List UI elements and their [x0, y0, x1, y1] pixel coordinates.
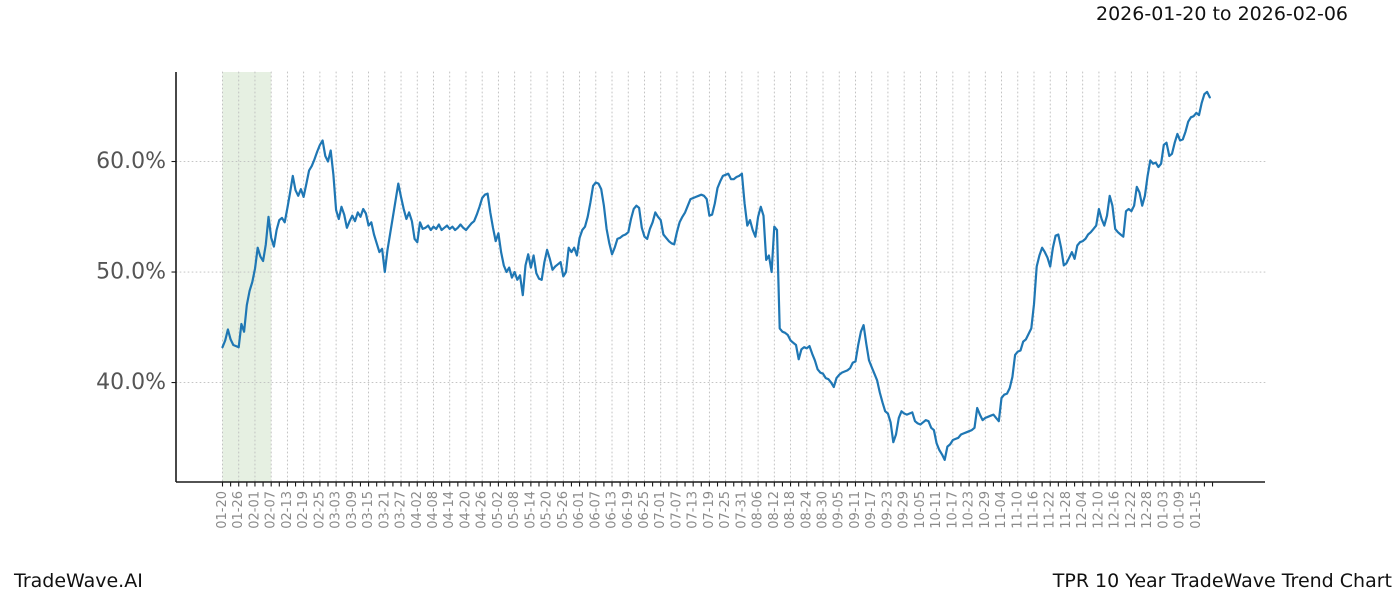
svg-text:01-03: 01-03: [1156, 491, 1171, 529]
svg-text:12-04: 12-04: [1075, 491, 1090, 529]
svg-text:02-07: 02-07: [264, 491, 279, 529]
svg-text:12-10: 12-10: [1091, 491, 1106, 529]
svg-text:07-07: 07-07: [669, 491, 684, 529]
svg-text:07-25: 07-25: [718, 491, 733, 529]
svg-text:08-24: 08-24: [799, 491, 814, 529]
svg-text:12-22: 12-22: [1124, 491, 1139, 529]
svg-text:08-18: 08-18: [783, 491, 798, 529]
svg-text:11-28: 11-28: [1059, 491, 1074, 529]
svg-text:05-14: 05-14: [523, 491, 538, 529]
date-range-title: 2026-01-20 to 2026-02-06: [1096, 3, 1348, 25]
svg-text:40.0%: 40.0%: [96, 370, 166, 395]
svg-text:50.0%: 50.0%: [96, 260, 166, 285]
svg-text:09-17: 09-17: [864, 491, 879, 529]
svg-text:11-10: 11-10: [1010, 491, 1025, 529]
svg-text:08-06: 08-06: [751, 491, 766, 529]
svg-text:06-25: 06-25: [637, 491, 652, 529]
svg-text:05-08: 05-08: [507, 491, 522, 529]
svg-text:07-31: 07-31: [734, 491, 749, 529]
svg-text:04-20: 04-20: [458, 491, 473, 529]
svg-text:07-01: 07-01: [653, 491, 668, 529]
svg-text:10-11: 10-11: [929, 491, 944, 529]
svg-text:12-28: 12-28: [1140, 491, 1155, 529]
axes: [171, 72, 1265, 487]
svg-text:60.0%: 60.0%: [96, 149, 166, 174]
svg-text:01-26: 01-26: [231, 491, 246, 529]
svg-text:08-12: 08-12: [767, 491, 782, 529]
svg-text:09-05: 09-05: [832, 491, 847, 529]
svg-text:09-23: 09-23: [880, 491, 895, 529]
svg-text:04-08: 04-08: [426, 491, 441, 529]
svg-text:06-13: 06-13: [605, 491, 620, 529]
svg-text:10-23: 10-23: [962, 491, 977, 529]
trend-line: [221, 90, 1211, 461]
svg-text:03-03: 03-03: [329, 491, 344, 529]
svg-text:06-19: 06-19: [621, 491, 636, 529]
svg-text:01-15: 01-15: [1189, 491, 1204, 529]
svg-text:03-21: 03-21: [377, 491, 392, 529]
x-tick-labels: 01-20 01-26 02-01 02-07 02-13 02-19 02-25 03-03…: [215, 491, 1204, 529]
svg-text:07-13: 07-13: [686, 491, 701, 529]
svg-text:08-30: 08-30: [816, 491, 831, 529]
svg-text:09-11: 09-11: [848, 491, 863, 529]
svg-text:02-01: 02-01: [247, 491, 262, 529]
svg-text:03-27: 03-27: [394, 491, 409, 529]
svg-text:10-29: 10-29: [978, 491, 993, 529]
svg-text:11-04: 11-04: [994, 491, 1009, 529]
svg-text:05-20: 05-20: [540, 491, 555, 529]
svg-text:10-05: 10-05: [913, 491, 928, 529]
svg-text:01-09: 01-09: [1173, 491, 1188, 529]
svg-text:09-29: 09-29: [897, 491, 912, 529]
y-tick-labels: 40.0% 50.0% 60.0%: [96, 149, 166, 395]
svg-text:04-02: 04-02: [410, 491, 425, 529]
brand-text: TradeWave.AI: [14, 570, 143, 592]
svg-text:02-19: 02-19: [296, 491, 311, 529]
svg-text:05-26: 05-26: [556, 491, 571, 529]
svg-text:06-07: 06-07: [588, 491, 603, 529]
svg-text:02-25: 02-25: [312, 491, 327, 529]
svg-text:04-14: 04-14: [442, 491, 457, 529]
chart-title: TPR 10 Year TradeWave Trend Chart: [1052, 570, 1392, 592]
svg-text:03-09: 03-09: [345, 491, 360, 529]
svg-text:02-13: 02-13: [280, 491, 295, 529]
svg-text:07-19: 07-19: [702, 491, 717, 529]
svg-text:01-20: 01-20: [215, 491, 230, 529]
highlight-band: [222, 72, 272, 482]
svg-text:03-15: 03-15: [361, 491, 376, 529]
svg-text:11-16: 11-16: [1027, 491, 1042, 529]
svg-text:04-26: 04-26: [475, 491, 490, 529]
svg-text:06-01: 06-01: [572, 491, 587, 529]
svg-text:10-17: 10-17: [945, 491, 960, 529]
grid-lines: [171, 71, 1266, 483]
svg-text:11-22: 11-22: [1043, 491, 1058, 529]
svg-text:12-16: 12-16: [1108, 491, 1123, 529]
svg-text:05-02: 05-02: [491, 491, 506, 529]
